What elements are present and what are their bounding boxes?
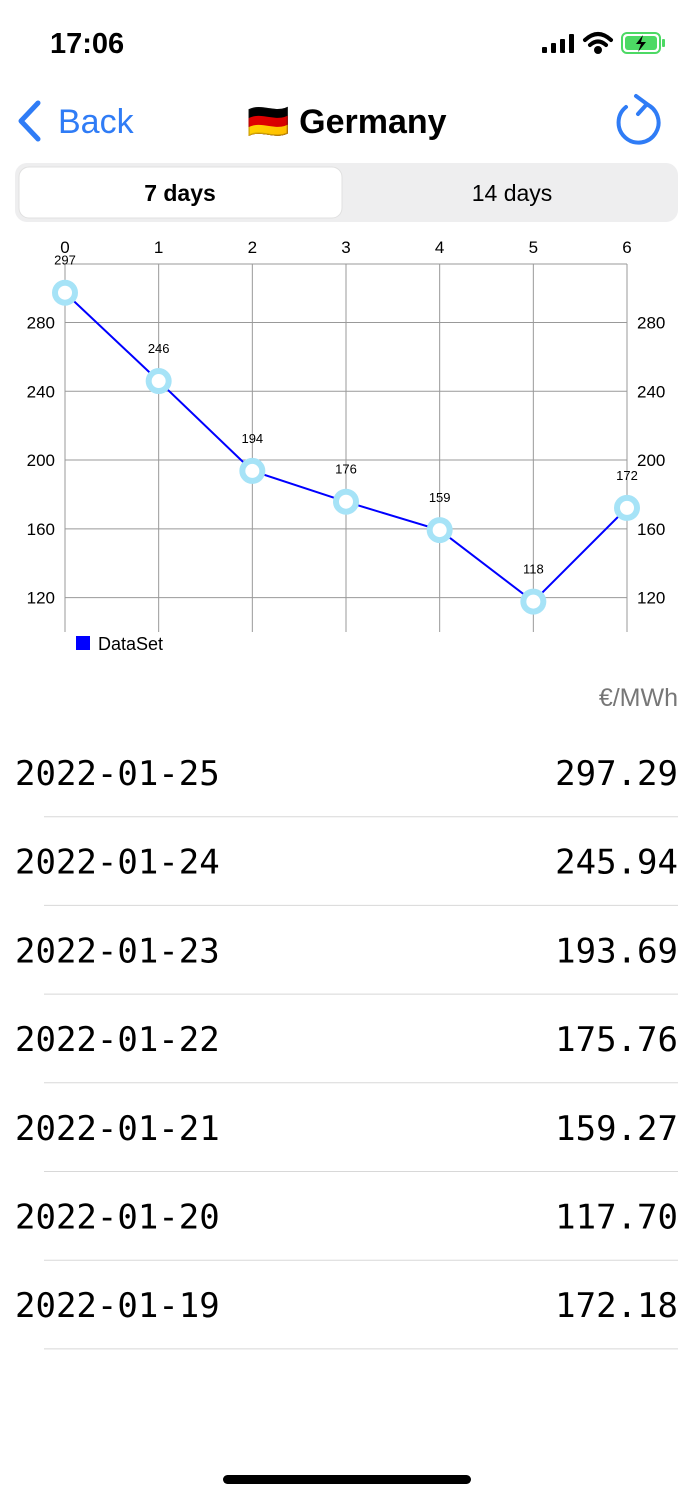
wifi-icon [583,32,613,54]
value-label: 172 [616,468,638,483]
y-tick-label: 240 [27,382,55,401]
segment-label[interactable]: 14 days [472,180,553,206]
unit-label: €/MWh [599,684,678,712]
data-point [333,488,359,515]
row-date: 2022-01-19 [15,1286,220,1326]
x-tick-label: 0 [60,238,69,257]
row-value: 117.70 [555,1198,678,1238]
y-tick-label: 200 [27,451,55,470]
value-label: 194 [241,431,263,446]
y2-tick-label: 120 [637,589,665,608]
data-point [614,494,640,521]
data-point [426,517,453,544]
row-value: 297.29 [555,754,678,794]
y2-tick-label: 160 [637,520,665,539]
legend-swatch [76,636,90,650]
row-value: 193.69 [555,931,678,971]
row-value: 175.76 [555,1020,678,1060]
x-tick-label: 3 [341,238,350,257]
refresh-button[interactable] [616,94,661,145]
y-tick-label: 120 [27,589,55,608]
row-date: 2022-01-25 [15,754,220,794]
nav-title: 🇩🇪 Germany [247,103,446,141]
x-tick-label: 5 [529,238,538,257]
row-value: 159.27 [555,1109,678,1149]
x-tick-label: 6 [622,238,631,257]
legend-label: DataSet [98,634,163,654]
y2-tick-label: 240 [637,382,665,401]
data-point [52,279,78,306]
status-time: 17:06 [50,28,124,60]
signal-icon [542,34,574,53]
y2-tick-label: 280 [637,313,665,332]
data-point [145,368,172,395]
y2-tick-label: 200 [637,451,665,470]
battery-icon [621,32,665,54]
value-label: 246 [148,341,170,356]
value-label: 176 [335,462,357,477]
value-label: 159 [429,490,451,505]
back-button[interactable]: Back [58,103,135,141]
y-tick-label: 280 [27,313,55,332]
segment-selected[interactable] [18,166,343,219]
data-point [239,457,266,484]
home-indicator [223,1475,471,1484]
row-date: 2022-01-24 [15,843,220,883]
segment-label[interactable]: 7 days [144,180,216,206]
row-value: 245.94 [555,843,678,883]
back-chevron[interactable] [18,100,41,142]
row-date: 2022-01-21 [15,1109,220,1149]
x-tick-label: 1 [154,238,163,257]
x-tick-label: 2 [248,238,257,257]
row-date: 2022-01-22 [15,1020,220,1060]
value-label: 297 [54,253,76,268]
x-tick-label: 4 [435,238,444,257]
row-date: 2022-01-23 [15,931,220,971]
value-label: 118 [523,562,544,577]
row-value: 172.18 [555,1286,678,1326]
row-date: 2022-01-20 [15,1198,220,1238]
y-tick-label: 160 [27,520,55,539]
data-point [520,588,547,615]
